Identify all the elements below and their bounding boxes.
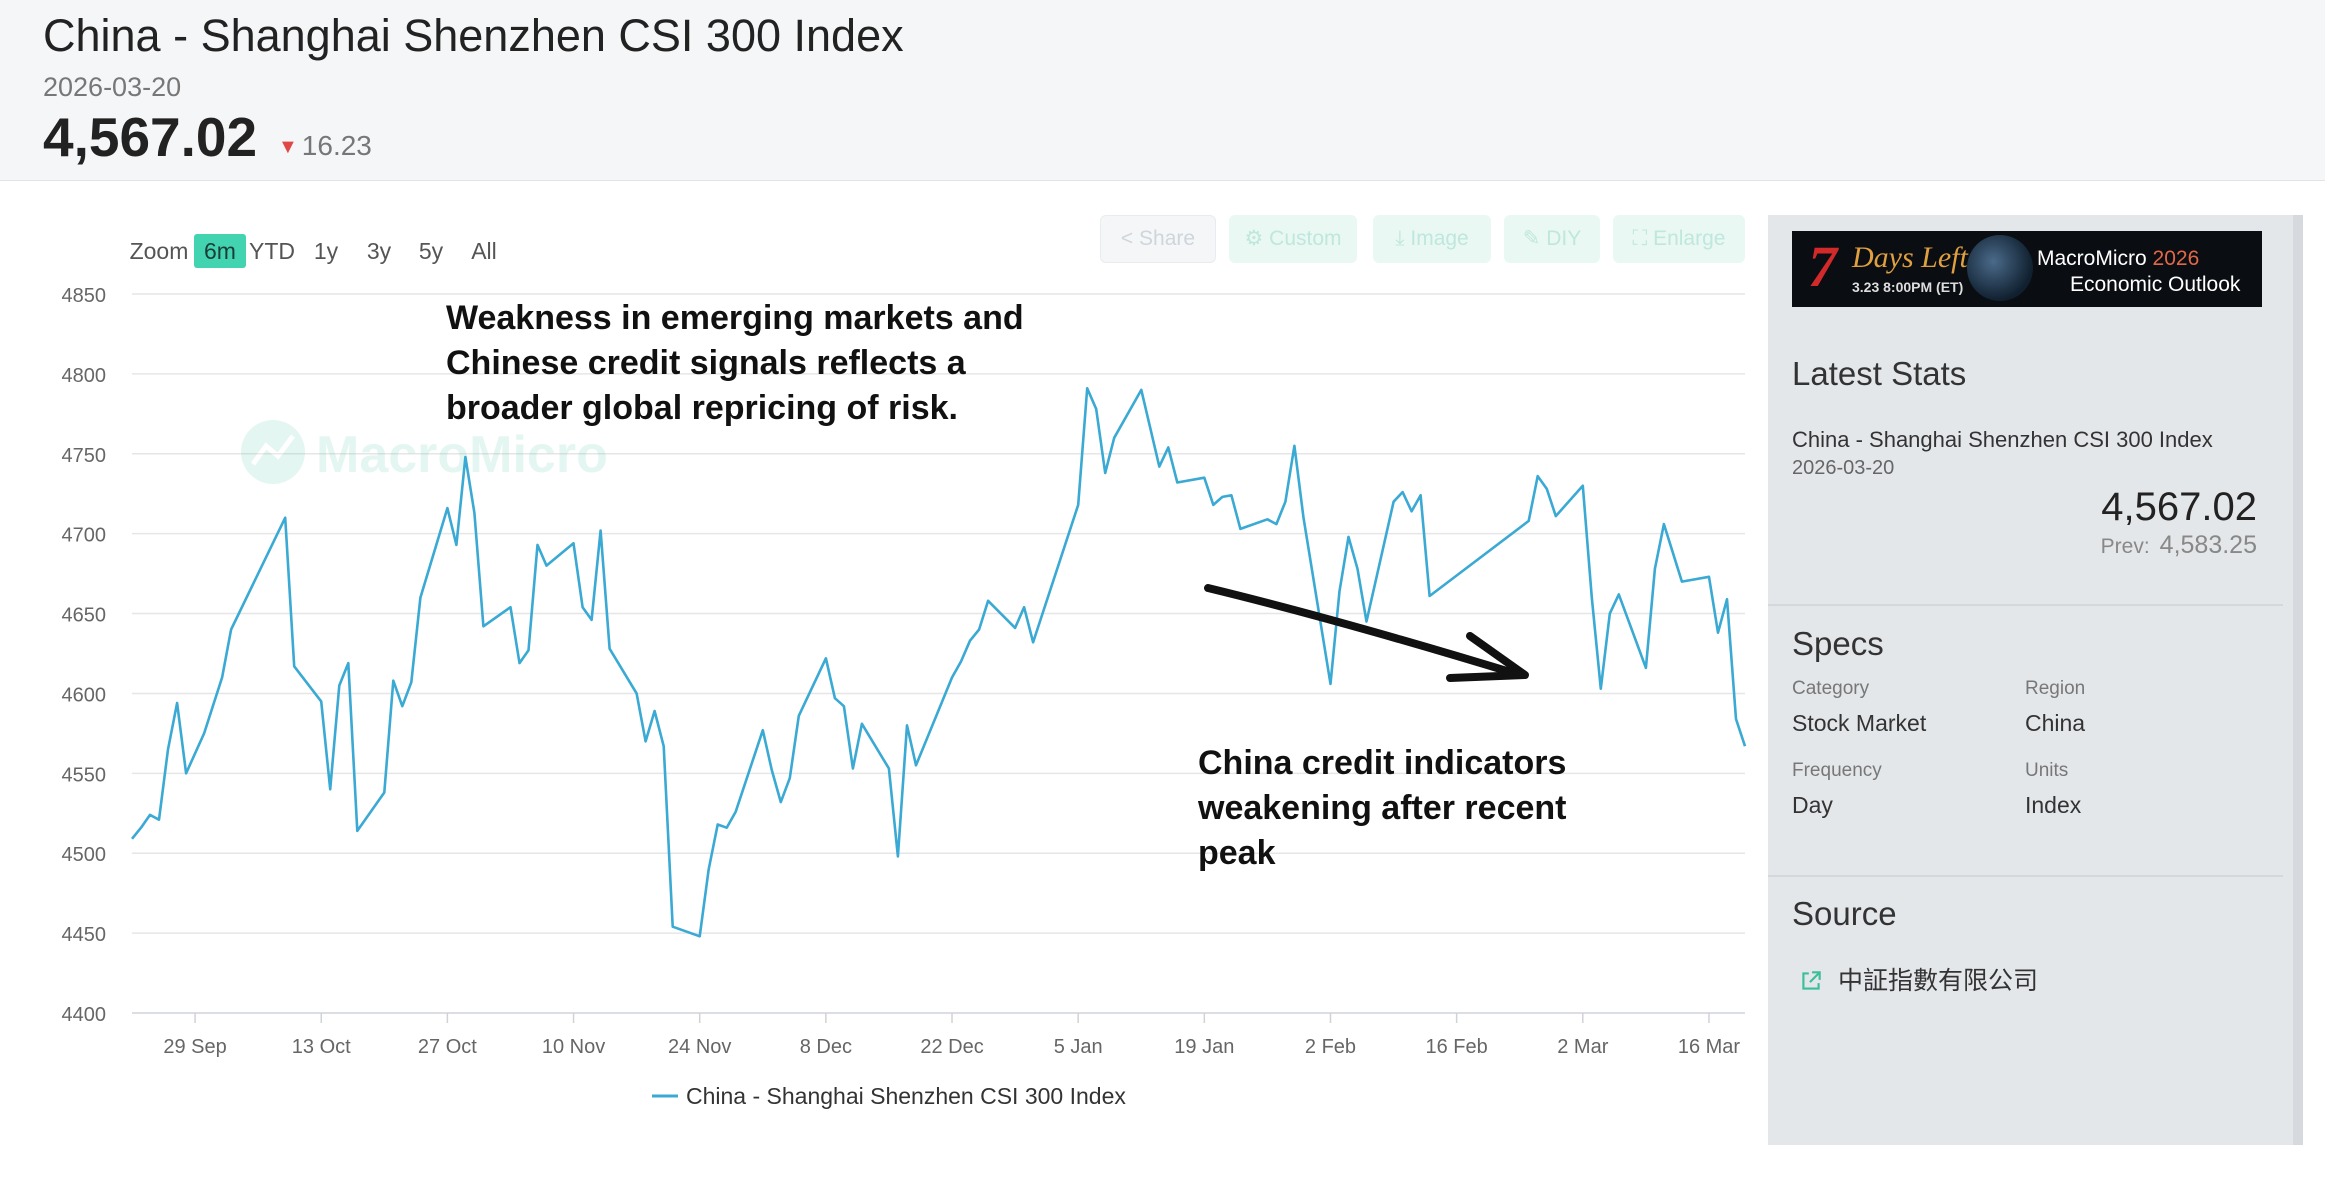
share-button[interactable]: < Share <box>1100 215 1216 263</box>
x-tick-label: 27 Oct <box>418 1036 477 1058</box>
banner-days-left: Days Left <box>1852 241 1968 274</box>
latest-stats-date: 2026-03-20 <box>1792 457 1895 479</box>
expand-icon: ⛶ <box>1632 227 1648 250</box>
pencil-icon: ✎ <box>1522 227 1541 250</box>
latest-stats-prev: Prev: 4,583.25 <box>2100 531 2257 559</box>
image-button[interactable]: ⤓ Image <box>1373 215 1491 263</box>
macromicro-watermark: MacroMicro <box>241 420 608 484</box>
y-tick-label: 4800 <box>62 365 107 387</box>
x-tick-label: 22 Dec <box>920 1036 983 1058</box>
y-tick-label: 4500 <box>62 844 107 866</box>
y-tick-label: 4650 <box>62 605 107 627</box>
x-tick-label: 2 Feb <box>1305 1036 1356 1058</box>
custom-button[interactable]: ⚙ Custom <box>1229 215 1357 263</box>
series-line-csi300[interactable] <box>130 387 1747 938</box>
zoom-all-button[interactable]: All <box>471 238 497 264</box>
y-tick-label: 4400 <box>62 1004 107 1026</box>
stats-sidebar: 7 Days Left 3.23 8:00PM (ET) MacroMicro … <box>1768 215 2303 1145</box>
x-tick-label: 19 Jan <box>1174 1036 1234 1058</box>
annotation-arrow <box>1204 584 1524 679</box>
x-tick-label: 10 Nov <box>542 1036 605 1058</box>
current-value: 4,567.02 <box>43 106 258 168</box>
enlarge-button[interactable]: ⛶ Enlarge <box>1613 215 1745 263</box>
zoom-label: Zoom <box>129 238 189 264</box>
x-tick-label: 29 Sep <box>163 1036 226 1058</box>
latest-stats-value: 4,567.02 <box>2101 485 2257 529</box>
gear-icon: ⚙ <box>1244 227 1264 250</box>
zoom-5y-button[interactable]: 5y <box>418 238 444 264</box>
watermark-text: MacroMicro <box>316 426 608 484</box>
x-tick-label: 5 Jan <box>1054 1036 1103 1058</box>
frequency-label: Frequency <box>1792 760 1882 781</box>
value-date: 2026-03-20 <box>43 72 182 102</box>
share-icon: < <box>1120 227 1134 250</box>
units-value: Index <box>2025 792 2082 818</box>
banner-brand: MacroMicro 2026 <box>2037 247 2200 270</box>
annotation-bottom: China credit indicators weakening after … <box>1198 744 1567 872</box>
source-title: Source <box>1792 895 1897 932</box>
section-divider <box>1768 604 2283 606</box>
x-tick-label: 24 Nov <box>668 1036 731 1058</box>
outlook-banner[interactable]: 7 Days Left 3.23 8:00PM (ET) MacroMicro … <box>1792 231 2262 307</box>
x-tick-label: 16 Mar <box>1678 1036 1741 1058</box>
latest-stats-title: Latest Stats <box>1792 355 1967 392</box>
change-value: 16.23 <box>301 130 372 161</box>
y-tick-label: 4750 <box>62 445 107 467</box>
annotation-top: Weakness in emerging markets and Chinese… <box>446 299 1024 427</box>
x-tick-label: 16 Feb <box>1426 1036 1488 1058</box>
specs-title: Specs <box>1792 625 1884 662</box>
zoom-6m-button[interactable]: 6m <box>194 234 246 268</box>
section-divider <box>1768 875 2283 877</box>
banner-time: 3.23 8:00PM (ET) <box>1852 279 1964 295</box>
latest-stats-name: China - Shanghai Shenzhen CSI 300 Index <box>1792 427 2213 452</box>
x-tick-label: 2 Mar <box>1557 1036 1608 1058</box>
region-value: China <box>2025 710 2086 736</box>
banner-countdown-number: 7 <box>1808 234 1837 299</box>
banner-subtitle: Economic Outlook <box>2070 273 2241 296</box>
category-value: Stock Market <box>1792 710 1927 736</box>
y-tick-label: 4600 <box>62 684 107 706</box>
y-tick-label: 4700 <box>62 525 107 547</box>
external-link-icon <box>1802 971 1821 990</box>
frequency-value: Day <box>1792 792 1833 818</box>
line-chart: MacroMicro 44004450450045504600465047004… <box>62 285 1747 1109</box>
change-indicator: ▼ 16.23 <box>278 130 372 162</box>
units-label: Units <box>2025 760 2069 781</box>
page-title: China - Shanghai Shenzhen CSI 300 Index <box>43 10 904 61</box>
download-icon: ⤓ <box>1395 227 1405 250</box>
legend-label: China - Shanghai Shenzhen CSI 300 Index <box>686 1083 1126 1109</box>
source-name: 中証指數有限公司 <box>1838 967 2039 995</box>
region-label: Region <box>2025 678 2086 699</box>
y-tick-label: 4550 <box>62 764 107 786</box>
zoom-3y-button[interactable]: 3y <box>366 238 392 264</box>
page-header: China - Shanghai Shenzhen CSI 300 Index … <box>0 0 2325 181</box>
zoom-ytd-button[interactable]: YTD <box>249 238 295 264</box>
x-tick-label: 13 Oct <box>292 1036 351 1058</box>
zoom-1y-button[interactable]: 1y <box>313 238 339 264</box>
chart-grid <box>132 293 1745 1014</box>
chart-legend[interactable]: China - Shanghai Shenzhen CSI 300 Index <box>652 1083 1126 1109</box>
y-tick-label: 4450 <box>62 924 107 946</box>
diy-button[interactable]: ✎ DIY <box>1504 215 1600 263</box>
arrowhead-icon <box>1446 632 1529 682</box>
source-link[interactable]: 中証指數有限公司 <box>1798 961 2038 997</box>
globe-icon <box>1967 235 2033 301</box>
category-label: Category <box>1792 678 1870 699</box>
x-axis: 29 Sep 13 Oct 27 Oct 10 Nov 24 Nov 8 Dec 22 De… <box>163 1013 1740 1058</box>
x-tick-label: 8 Dec <box>800 1036 852 1058</box>
y-axis: 4400 4450 4500 4550 4600 4650 4700 4750 4800 4850 <box>62 285 107 1026</box>
down-triangle-icon: ▼ <box>278 136 298 158</box>
y-tick-label: 4850 <box>62 285 107 307</box>
